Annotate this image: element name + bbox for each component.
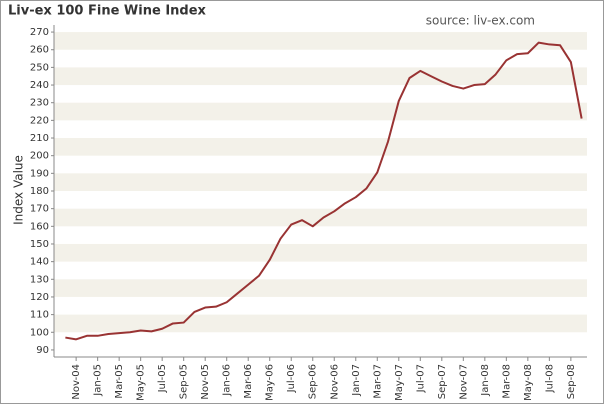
- x-tick-label: Sep-07: [437, 364, 448, 399]
- y-tick-label: 160: [30, 221, 49, 232]
- x-tick-label: Mar-05: [114, 364, 125, 399]
- grid-band: [54, 173, 587, 191]
- grid-band: [54, 208, 587, 227]
- y-tick-label: 230: [30, 98, 49, 109]
- y-tick-label: 200: [30, 151, 49, 162]
- x-tick-label: Jan-05: [93, 364, 104, 397]
- x-tick-label: Nov-04: [71, 364, 82, 400]
- x-tick-label: Mar-08: [501, 364, 512, 399]
- x-tick-label: Nov-05: [200, 364, 211, 400]
- grid-band: [54, 102, 587, 121]
- x-tick-label: Sep-08: [566, 364, 577, 399]
- x-tick-label: Sep-06: [308, 364, 319, 399]
- x-tick-label: Sep-05: [179, 364, 190, 399]
- grid-band: [54, 314, 587, 333]
- x-tick-label: Jul-05: [157, 364, 168, 393]
- grid-band: [54, 279, 587, 297]
- x-tick-label: May-08: [523, 364, 534, 401]
- y-tick-label: 260: [30, 45, 49, 56]
- x-tick-label: Jul-08: [544, 364, 555, 393]
- y-tick-label: 240: [30, 80, 49, 91]
- grid-band: [54, 138, 587, 156]
- y-tick-label: 190: [30, 168, 49, 179]
- y-tick-label: 270: [30, 27, 49, 38]
- y-tick-label: 100: [30, 327, 49, 338]
- grid-band: [54, 67, 587, 86]
- x-tick-label: May-07: [394, 364, 405, 401]
- x-tick-label: Jul-07: [415, 364, 426, 393]
- data-line: [65, 41, 583, 341]
- x-tick-label: Mar-07: [372, 364, 383, 399]
- x-tick-label: Mar-06: [243, 364, 254, 399]
- source: source: liv-ex.com: [426, 14, 535, 28]
- y-tick-label: 180: [30, 186, 49, 197]
- x-tick-label: Jan-08: [480, 364, 491, 397]
- grid-band: [54, 243, 587, 262]
- y-axis-label: Index Value: [12, 155, 26, 225]
- x-tick-label: Jul-06: [286, 364, 297, 393]
- grid-band: [54, 32, 587, 50]
- y-tick-label: 110: [30, 310, 49, 321]
- x-tick-label: Nov-07: [458, 364, 469, 400]
- x-tick-label: Jan-07: [351, 364, 362, 397]
- y-tick-label: 220: [30, 115, 49, 126]
- y-tick-label: 120: [30, 292, 49, 303]
- y-tick-label: 250: [30, 62, 49, 73]
- y-tick-label: 170: [30, 204, 49, 215]
- x-tick-label: May-05: [136, 364, 147, 401]
- y-tick-label: 210: [30, 133, 49, 144]
- x-tick-label: May-06: [265, 364, 276, 401]
- y-tick-label: 130: [30, 274, 49, 285]
- x-tick-label: Jan-06: [222, 364, 233, 397]
- chart-title: Liv-ex 100 Fine Wine Index: [8, 4, 207, 19]
- y-tick-label: 140: [30, 257, 49, 268]
- y-tick-label: 150: [30, 239, 49, 250]
- x-tick-label: Nov-06: [329, 364, 340, 400]
- y-tick-label: 90: [36, 345, 49, 356]
